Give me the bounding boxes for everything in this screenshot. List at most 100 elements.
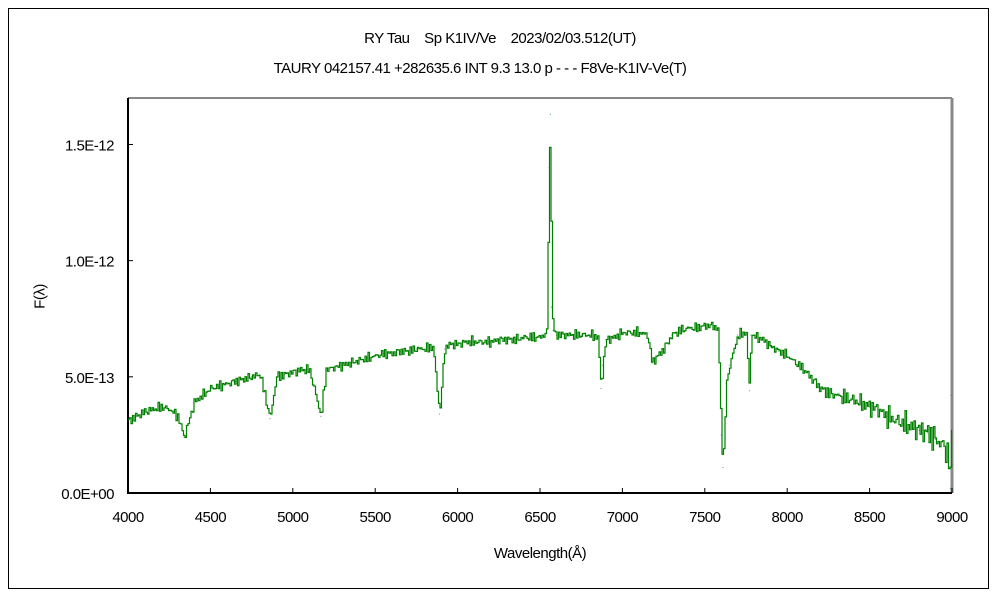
data-point	[168, 408, 170, 410]
data-point	[728, 364, 731, 366]
data-point	[654, 357, 656, 359]
y-tick-label: 5.0E-13	[65, 370, 114, 387]
data-point	[811, 378, 813, 380]
data-point	[407, 350, 409, 352]
data-point	[671, 334, 673, 336]
data-point	[438, 413, 441, 415]
data-point	[226, 383, 228, 385]
data-point	[613, 336, 615, 338]
data-point	[712, 325, 714, 327]
data-point	[745, 332, 747, 334]
chart-title: RY Tau Sp K1IV/Ve 2023/02/03.512(UT)	[364, 30, 636, 47]
data-point	[722, 466, 724, 469]
data-point	[391, 352, 393, 355]
data-point	[934, 438, 937, 441]
data-point	[794, 362, 797, 364]
data-point	[948, 457, 950, 459]
data-point	[725, 383, 727, 385]
x-tick-label: 7000	[607, 509, 639, 526]
data-point	[269, 418, 271, 420]
data-point	[325, 369, 327, 371]
data-point	[349, 362, 352, 364]
data-point	[564, 334, 566, 336]
data-point	[341, 364, 343, 366]
y-tick-label: 1.5E-12	[65, 137, 114, 154]
data-point	[901, 422, 904, 424]
data-point	[292, 371, 294, 373]
data-point	[687, 327, 689, 329]
data-point	[651, 362, 653, 364]
x-tick-label: 8000	[772, 509, 804, 526]
data-point	[621, 332, 624, 334]
data-point	[695, 327, 698, 329]
data-point	[819, 387, 821, 390]
data-point	[770, 346, 772, 348]
data-point	[531, 336, 533, 338]
data-point	[918, 429, 920, 431]
data-point	[539, 336, 541, 338]
data-point	[951, 464, 953, 466]
data-point	[597, 336, 599, 338]
data-point	[600, 387, 602, 390]
x-tick-label: 9000	[936, 509, 968, 526]
y-tick-label: 0.0E+00	[61, 486, 114, 503]
data-point	[424, 348, 426, 350]
data-point	[852, 399, 854, 401]
data-point	[943, 445, 945, 448]
data-point	[506, 339, 508, 341]
data-point	[549, 113, 551, 115]
x-tick-label: 4500	[195, 509, 227, 526]
data-point	[552, 329, 554, 331]
data-point	[679, 329, 681, 331]
data-point	[720, 434, 722, 436]
data-point	[885, 415, 887, 417]
data-point	[580, 334, 582, 336]
data-point	[602, 364, 604, 366]
chart-frame	[8, 8, 989, 589]
data-point	[443, 348, 446, 350]
data-point	[950, 394, 952, 397]
data-point	[877, 408, 879, 410]
data-point	[605, 339, 607, 341]
chart-subtitle: TAURY 042157.41 +282635.6 INT 9.3 13.0 p…	[273, 60, 687, 77]
spectrum-line	[128, 146, 953, 470]
data-point	[127, 420, 129, 422]
data-point	[135, 415, 137, 417]
data-point	[176, 415, 179, 417]
data-point	[333, 366, 335, 369]
data-point	[448, 343, 450, 345]
data-point	[869, 406, 871, 408]
data-point	[717, 329, 719, 331]
data-point	[160, 406, 162, 408]
data-point	[949, 487, 951, 489]
data-point	[242, 378, 244, 380]
data-point	[234, 380, 236, 383]
x-tick-label: 4000	[112, 509, 144, 526]
data-point	[737, 334, 739, 336]
data-point	[630, 332, 632, 334]
y-tick-label: 1.0E-12	[65, 254, 114, 271]
data-point	[761, 339, 764, 341]
data-point	[481, 341, 483, 343]
data-point	[152, 408, 154, 410]
data-point	[588, 334, 591, 336]
data-point	[465, 341, 467, 343]
data-point	[366, 357, 368, 359]
data-point	[457, 343, 459, 345]
data-point	[382, 352, 385, 355]
data-point	[555, 334, 558, 336]
data-point	[201, 394, 203, 397]
data-point	[836, 394, 838, 397]
data-point	[183, 436, 185, 438]
x-tick-label: 6500	[524, 509, 556, 526]
data-point	[778, 350, 780, 352]
data-point	[750, 334, 752, 336]
data-point	[550, 306, 553, 308]
data-point	[638, 332, 640, 334]
data-point	[218, 385, 220, 387]
data-point	[522, 336, 525, 338]
data-point	[415, 348, 417, 350]
data-point	[786, 355, 788, 357]
x-tick-label: 7500	[689, 509, 721, 526]
